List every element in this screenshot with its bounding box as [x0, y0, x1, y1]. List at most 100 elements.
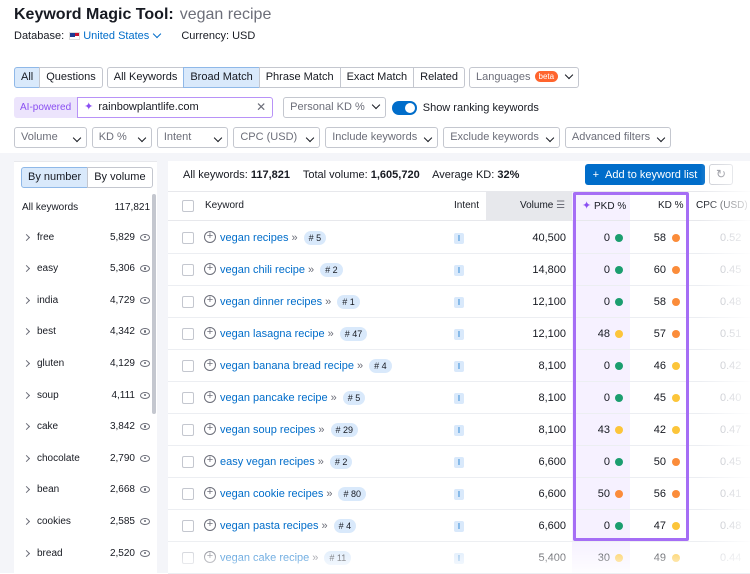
- eye-icon[interactable]: [140, 391, 150, 399]
- add-to-keyword-list-button[interactable]: + Add to keyword list: [585, 164, 705, 185]
- ranking-keywords-toggle[interactable]: [391, 100, 417, 115]
- group-item[interactable]: gluten 4,129: [22, 353, 150, 373]
- add-plus-icon[interactable]: +: [204, 263, 216, 275]
- double-chevron-icon[interactable]: »: [330, 392, 337, 404]
- row-checkbox[interactable]: [182, 232, 194, 244]
- row-checkbox[interactable]: [182, 264, 194, 276]
- double-chevron-icon[interactable]: »: [312, 552, 319, 564]
- filter-exclude-keywords[interactable]: Exclude keywords: [443, 127, 560, 148]
- eye-icon[interactable]: [140, 265, 150, 273]
- keyword-link[interactable]: vegan pancake recipe: [220, 392, 328, 404]
- col-intent[interactable]: Intent: [454, 200, 480, 211]
- row-checkbox[interactable]: [182, 552, 194, 564]
- domain-input[interactable]: ✦ rainbowplantlife.com ✕: [77, 97, 274, 118]
- eye-icon[interactable]: [140, 296, 150, 304]
- tab-related[interactable]: Related: [413, 67, 466, 88]
- keyword-link[interactable]: vegan recipes: [220, 232, 289, 244]
- tab-questions[interactable]: Questions: [39, 67, 103, 88]
- add-plus-icon[interactable]: +: [204, 359, 216, 371]
- refresh-button[interactable]: ↻: [709, 164, 733, 185]
- keyword-link[interactable]: vegan pasta recipes: [220, 520, 319, 532]
- col-keyword[interactable]: Keyword: [205, 200, 244, 211]
- row-checkbox[interactable]: [182, 360, 194, 372]
- double-chevron-icon[interactable]: »: [326, 488, 333, 500]
- keyword-link[interactable]: vegan chili recipe: [220, 264, 305, 276]
- row-checkbox[interactable]: [182, 456, 194, 468]
- eye-icon[interactable]: [140, 423, 150, 431]
- group-item[interactable]: chocolate 2,790: [22, 448, 150, 468]
- group-item[interactable]: best 4,342: [22, 322, 150, 342]
- keyword-link[interactable]: vegan dinner recipes: [220, 296, 323, 308]
- filter-kd[interactable]: KD %: [91, 127, 152, 148]
- filter-advanced[interactable]: Advanced filters: [564, 127, 672, 148]
- col-cpc[interactable]: CPC (USD): [696, 200, 748, 211]
- tab-all-keywords[interactable]: All Keywords: [106, 67, 185, 88]
- clear-icon[interactable]: ✕: [256, 100, 267, 114]
- add-plus-icon[interactable]: +: [204, 487, 216, 499]
- select-all-checkbox[interactable]: [182, 200, 194, 212]
- double-chevron-icon[interactable]: »: [318, 424, 325, 436]
- scrollbar[interactable]: [152, 194, 156, 414]
- tab-all[interactable]: All: [14, 67, 41, 88]
- add-plus-icon[interactable]: +: [204, 231, 216, 243]
- tab-phrase-match[interactable]: Phrase Match: [258, 67, 341, 88]
- col-pkd[interactable]: ✦ PKD %: [582, 200, 627, 212]
- keyword-link[interactable]: vegan cake recipe: [220, 552, 310, 564]
- all-keywords-group[interactable]: All keywords 117,821: [22, 202, 150, 213]
- languages-dropdown[interactable]: Languages beta: [469, 67, 580, 88]
- keyword-link[interactable]: vegan lasagna recipe: [220, 328, 325, 340]
- row-checkbox[interactable]: [182, 392, 194, 404]
- filter-volume[interactable]: Volume: [14, 127, 87, 148]
- filter-cpc[interactable]: CPC (USD): [233, 127, 321, 148]
- row-checkbox[interactable]: [182, 488, 194, 500]
- database-selector[interactable]: United States: [67, 29, 162, 42]
- row-checkbox[interactable]: [182, 328, 194, 340]
- group-item[interactable]: cookies 2,585: [22, 511, 150, 531]
- group-item[interactable]: bean 2,668: [22, 480, 150, 500]
- group-item[interactable]: cake 3,842: [22, 417, 150, 437]
- col-kd[interactable]: KD %: [658, 200, 684, 211]
- add-plus-icon[interactable]: +: [204, 423, 216, 435]
- eye-icon[interactable]: [140, 517, 150, 525]
- tab-broad-match[interactable]: Broad Match: [183, 67, 260, 88]
- double-chevron-icon[interactable]: »: [317, 456, 324, 468]
- add-plus-icon[interactable]: +: [204, 295, 216, 307]
- group-item[interactable]: soup 4,111: [22, 385, 150, 405]
- sort-by-number-button[interactable]: By number: [21, 167, 89, 188]
- add-plus-icon[interactable]: +: [204, 455, 216, 467]
- keyword-link[interactable]: vegan banana bread recipe: [220, 360, 354, 372]
- keyword-link[interactable]: easy vegan recipes: [220, 456, 315, 468]
- double-chevron-icon[interactable]: »: [325, 296, 332, 308]
- personal-kd-dropdown[interactable]: Personal KD %: [283, 97, 386, 118]
- double-chevron-icon[interactable]: »: [321, 520, 328, 532]
- filter-intent[interactable]: Intent: [156, 127, 229, 148]
- eye-icon[interactable]: [140, 454, 150, 462]
- eye-icon[interactable]: [140, 359, 150, 367]
- keyword-link[interactable]: vegan soup recipes: [220, 424, 316, 436]
- group-item[interactable]: bread 2,520: [22, 543, 150, 563]
- eye-icon[interactable]: [140, 233, 150, 241]
- row-checkbox[interactable]: [182, 296, 194, 308]
- add-plus-icon[interactable]: +: [204, 519, 216, 531]
- sort-by-volume-button[interactable]: By volume: [87, 167, 153, 188]
- double-chevron-icon[interactable]: »: [327, 328, 334, 340]
- eye-icon[interactable]: [140, 486, 150, 494]
- tab-exact-match[interactable]: Exact Match: [339, 67, 415, 88]
- intent-badge: I: [454, 457, 464, 468]
- double-chevron-icon[interactable]: »: [356, 360, 364, 372]
- row-checkbox[interactable]: [182, 424, 194, 436]
- keyword-link[interactable]: vegan cookie recipes: [220, 488, 324, 500]
- group-item[interactable]: easy 5,306: [22, 259, 150, 279]
- add-plus-icon[interactable]: +: [204, 551, 216, 563]
- row-checkbox[interactable]: [182, 520, 194, 532]
- col-volume[interactable]: Volume ☰: [520, 200, 566, 211]
- eye-icon[interactable]: [140, 549, 150, 557]
- add-plus-icon[interactable]: +: [204, 391, 216, 403]
- filter-include-keywords[interactable]: Include keywords: [325, 127, 439, 148]
- group-item[interactable]: free 5,829: [22, 227, 150, 247]
- double-chevron-icon[interactable]: »: [308, 264, 315, 276]
- add-plus-icon[interactable]: +: [204, 327, 216, 339]
- double-chevron-icon[interactable]: »: [291, 232, 298, 244]
- group-item[interactable]: india 4,729: [22, 290, 150, 310]
- eye-icon[interactable]: [140, 328, 150, 336]
